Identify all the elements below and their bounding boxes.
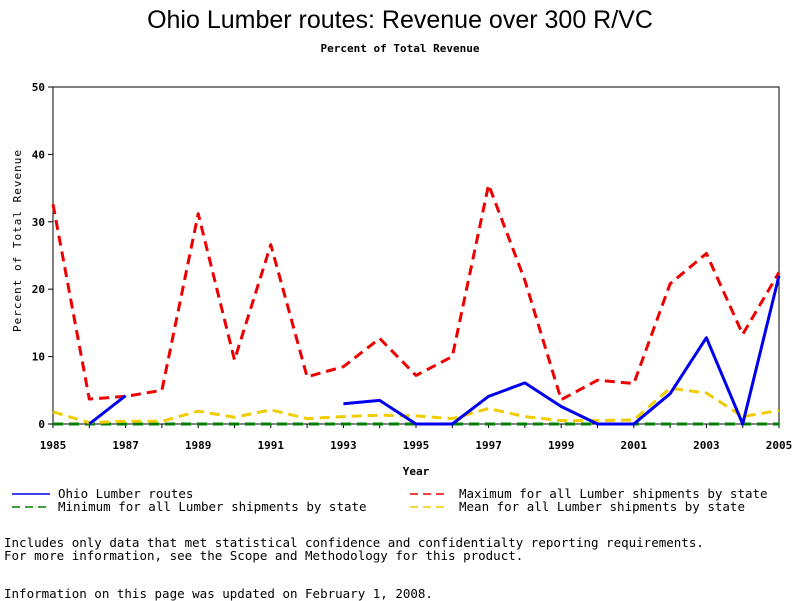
y-tick-label: 50 <box>32 81 45 94</box>
x-tick-label: 1993 <box>330 439 357 452</box>
footnote-confidence: Includes only data that met statistical … <box>4 535 704 550</box>
x-tick-label: 1991 <box>258 439 285 452</box>
y-tick-label: 20 <box>32 283 45 296</box>
y-tick-label: 30 <box>32 216 45 229</box>
x-tick-label: 1997 <box>475 439 502 452</box>
y-tick-label: 0 <box>38 418 45 431</box>
y-tick-label: 40 <box>32 148 45 161</box>
footnote-methodology: For more information, see the Scope and … <box>4 548 524 563</box>
chart-subtitle: Percent of Total Revenue <box>320 42 480 55</box>
chart-title: Ohio Lumber routes: Revenue over 300 R/V… <box>147 6 653 34</box>
x-tick-label: 2001 <box>621 439 648 452</box>
legend-label-ohio: Ohio Lumber routes <box>58 486 194 501</box>
legend-label-mean: Mean for all Lumber shipments by state <box>459 499 745 514</box>
x-tick-label: 1985 <box>40 439 67 452</box>
footnote-updated: Information on this page was updated on … <box>4 586 433 601</box>
x-axis-label: Year <box>403 465 430 478</box>
y-tick-label: 10 <box>32 351 45 364</box>
legend-label-maximum: Maximum for all Lumber shipments by stat… <box>459 486 768 501</box>
x-tick-label: 2003 <box>693 439 720 452</box>
x-tick-label: 1989 <box>185 439 212 452</box>
series-line-ohio <box>343 275 781 426</box>
x-tick-label: 2005 <box>766 439 793 452</box>
series-line-mean <box>52 386 780 425</box>
series-line-ohio <box>88 394 127 426</box>
x-tick-label: 1995 <box>403 439 430 452</box>
x-tick-label: 1999 <box>548 439 575 452</box>
legend-label-minimum: Minimum for all Lumber shipments by stat… <box>58 499 367 514</box>
x-tick-label: 1987 <box>112 439 139 452</box>
series-line-maximum <box>51 183 781 402</box>
y-axis-label: Percent of Total Revenue <box>11 149 24 332</box>
